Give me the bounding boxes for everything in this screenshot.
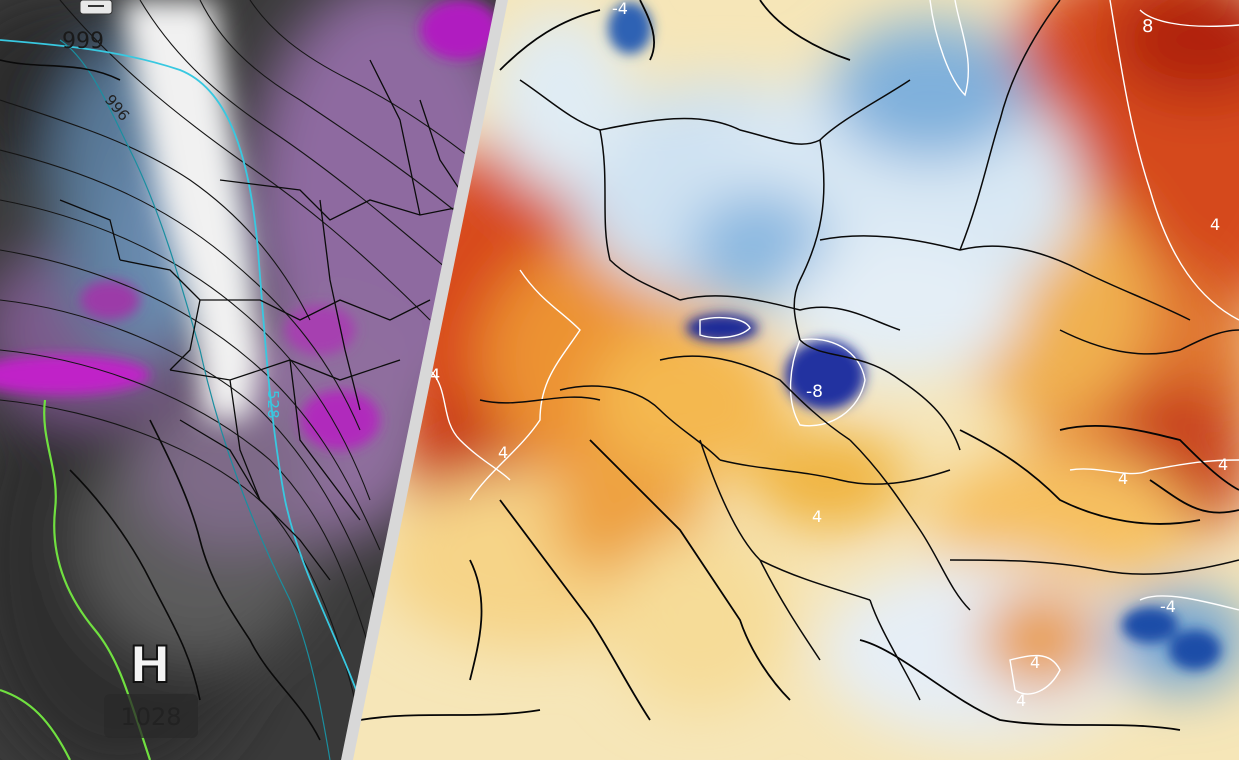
anomaly-label-4-turkey: 4 — [1030, 653, 1040, 672]
anomaly-label-8-ne: 8 — [1142, 16, 1153, 37]
anomaly-label-4-e2: 4 — [1218, 455, 1228, 474]
anomaly-label-4-balkan: 4 — [812, 507, 822, 526]
left-borders — [59, 59, 471, 581]
anomaly-label-8-carpathian: -8 — [806, 382, 823, 402]
high-pressure-value-box — [104, 694, 198, 738]
thickness-contour-secondary — [59, 39, 331, 760]
precipitation-pressure-map: 999 996 528 H 1028 — [0, 0, 498, 760]
right-borders — [479, 0, 1239, 701]
pressure-label-999: 999 — [62, 29, 104, 54]
temperature-contour-green — [43, 399, 152, 760]
anomaly-label-4-blacksea: 4 — [1118, 469, 1128, 488]
right-coastlines — [359, 0, 1239, 731]
anomaly-label-4-turkey2: 4 — [1016, 691, 1026, 710]
contour-label-528: 528 — [264, 390, 282, 419]
anomaly-contours — [429, 0, 1239, 695]
panel-divider — [341, 0, 508, 760]
temperature-anomaly-map: 8 -4 4 4 -8 4 4 4 4 -4 4 4 — [350, 0, 1239, 760]
left-coastlines — [0, 59, 321, 741]
anomaly-label-4-e: 4 — [1210, 215, 1220, 234]
anomaly-label-4-n: -4 — [612, 0, 628, 18]
anomaly-label-4-turkey-n: -4 — [1160, 597, 1176, 616]
isobars — [0, 0, 498, 701]
low-pressure-marker — [79, 0, 113, 15]
anomaly-label-4-alps: 4 — [498, 443, 508, 462]
snow-band — [120, 0, 262, 420]
thickness-contour-528 — [0, 39, 361, 701]
heavy-precipitation — [0, 0, 498, 450]
temperature-contour-green-2 — [0, 688, 71, 760]
anomaly-fields — [380, 0, 1239, 740]
pressure-label-1028: 1028 — [120, 703, 181, 731]
high-pressure-marker: H — [129, 636, 171, 694]
anomaly-label-4-w: 4 — [430, 365, 440, 384]
